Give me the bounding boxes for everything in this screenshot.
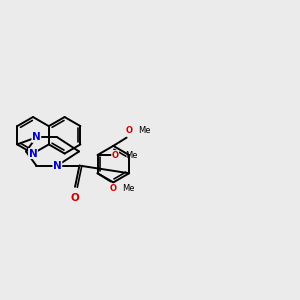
Text: O: O: [112, 151, 119, 160]
Text: Me: Me: [122, 184, 135, 193]
Text: Me: Me: [138, 126, 151, 135]
Text: O: O: [71, 193, 80, 203]
Text: O: O: [125, 126, 132, 135]
Text: O: O: [109, 184, 116, 193]
Text: Me: Me: [125, 151, 137, 160]
Text: N: N: [53, 160, 62, 171]
Text: N: N: [28, 148, 38, 158]
Text: N: N: [32, 132, 41, 142]
